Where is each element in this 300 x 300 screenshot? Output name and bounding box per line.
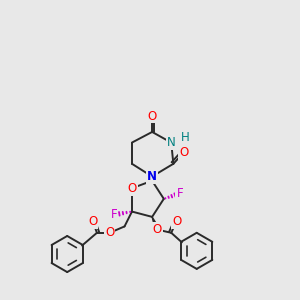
Text: O: O (105, 226, 114, 239)
Polygon shape (150, 176, 154, 181)
Polygon shape (152, 217, 159, 230)
Text: O: O (88, 214, 97, 228)
Text: O: O (172, 214, 181, 228)
Text: H: H (181, 131, 189, 144)
Text: F: F (111, 208, 117, 221)
Text: N: N (147, 170, 157, 183)
Text: O: O (153, 223, 162, 236)
Text: O: O (127, 182, 136, 195)
Text: F: F (176, 187, 183, 200)
Text: N: N (167, 136, 176, 149)
Text: O: O (148, 110, 157, 122)
Text: O: O (179, 146, 189, 159)
